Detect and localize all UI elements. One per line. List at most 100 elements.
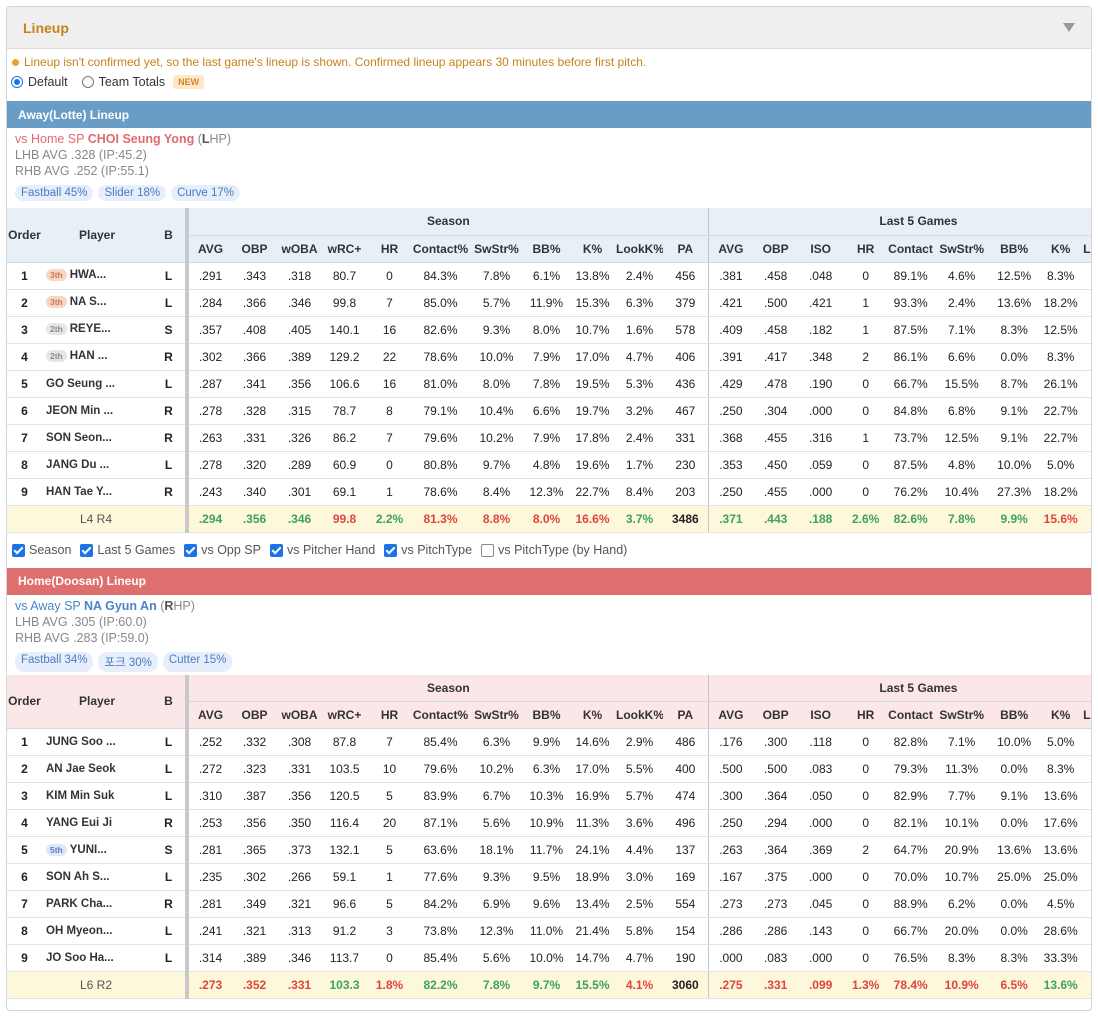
last5-col-header[interactable]: LookK% (1083, 235, 1091, 263)
filter-label[interactable]: vs Opp SP (201, 543, 261, 557)
last5-col-header[interactable]: K% (1038, 235, 1084, 263)
checkbox-vs-pitchtype[interactable] (384, 543, 398, 557)
player-cell[interactable]: 2th REYE... (42, 316, 152, 344)
season-col-header[interactable]: PA (663, 701, 709, 729)
radio-team-totals-label[interactable]: Team Totals (98, 75, 166, 89)
player-cell[interactable]: YANG Eui Ji (42, 809, 152, 837)
radio-team-totals[interactable] (81, 76, 94, 88)
player-cell[interactable]: AN Jae Seok (42, 755, 152, 783)
last5-col-header[interactable]: HR (843, 701, 889, 729)
filter-label[interactable]: vs PitchType (401, 543, 473, 557)
last5-col-header[interactable]: BB% (990, 235, 1039, 263)
season-col-header[interactable]: AVG (185, 701, 232, 729)
player-cell[interactable]: 5th YUNI... (42, 836, 152, 864)
filter-label[interactable]: Season (29, 543, 72, 557)
last5-col-header[interactable]: OBP (753, 701, 799, 729)
player-cell[interactable]: 3th NA S... (42, 289, 152, 317)
season-col-header[interactable]: HR (367, 701, 412, 729)
season-col-header[interactable]: wOBA (277, 235, 322, 263)
table-row[interactable]: 9 JO Soo Ha... L .314.389.346 113.7 0 85.4% 5.6… (7, 944, 1091, 972)
season-col-header[interactable]: PA (663, 235, 709, 263)
last5-col-header[interactable]: AVG (707, 235, 754, 263)
player-cell[interactable]: SON Ah S... (42, 863, 152, 891)
player-cell[interactable]: JANG Du ... (42, 451, 152, 479)
player-cell[interactable]: 3th HWA... (42, 262, 152, 290)
checkbox-vs-pitchtype-by-hand[interactable] (481, 543, 495, 557)
table-row[interactable]: 3 2th REYE... S .357.408.405 140.1 16 82.6% 9.3%… (7, 316, 1091, 344)
last5-col-header[interactable]: K% (1038, 701, 1084, 729)
table-row[interactable]: 5 GO Seung ... L .287.341.356 106.6 16 81.0% 8.… (7, 370, 1091, 398)
last5-col-header[interactable]: BB% (990, 701, 1039, 729)
player-cell[interactable]: GO Seung ... (42, 370, 152, 398)
player-cell[interactable]: PARK Cha... (42, 890, 152, 918)
player-cell[interactable]: JUNG Soo ... (42, 728, 152, 756)
season-col-header[interactable]: Contact% (412, 235, 469, 263)
table-row[interactable]: 9 HAN Tae Y... R .243.340.301 69.1 1 78.6% 8.4%… (7, 478, 1091, 506)
season-col-header[interactable]: HR (367, 235, 412, 263)
table-row[interactable]: 6 JEON Min ... R .278.328.315 78.7 8 79.1% 10.4… (7, 397, 1091, 425)
season-col-header[interactable]: wRC+ (322, 701, 367, 729)
collapse-triangle-icon[interactable] (1063, 23, 1075, 32)
season-col-header[interactable]: OBP (232, 235, 277, 263)
season-stat: .373 (277, 836, 322, 864)
season-col-header[interactable]: SwStr% (469, 701, 524, 729)
table-row[interactable]: 2 3th NA S... L .284.366.346 99.8 7 85.0% 5.7% 11… (7, 289, 1091, 317)
table-row[interactable]: 1 3th HWA... L .291.343.318 80.7 0 84.3% 7.8% 6.1… (7, 262, 1091, 290)
season-col-header[interactable]: Contact% (412, 701, 469, 729)
season-col-header[interactable]: BB% (524, 701, 569, 729)
last5-col-header[interactable]: SwStr% (933, 701, 991, 729)
season-col-header[interactable]: SwStr% (469, 235, 524, 263)
checkbox-season[interactable] (12, 543, 25, 557)
table-row[interactable]: 6 SON Ah S... L .235.302.266 59.1 1 77.6% 9.3% 9… (7, 863, 1091, 891)
last5-col-header[interactable]: LookK% (1083, 701, 1091, 729)
filter-label[interactable]: Last 5 Games (97, 543, 176, 557)
table-row[interactable]: 5 5th YUNI... S .281.365.373 132.1 5 63.6% 18.1%… (7, 836, 1091, 864)
table-row[interactable]: 8 OH Myeon... L .241.321.313 91.2 3 73.8% 12.3%… (7, 917, 1091, 945)
season-col-header[interactable]: K% (569, 235, 616, 263)
sp-name[interactable]: NA Gyun An (84, 598, 157, 613)
table-row[interactable]: 2 AN Jae Seok L .272.323.331 103.5 10 79.6% 10.… (7, 755, 1091, 783)
table-row[interactable]: 4 YANG Eui Ji R .253.356.350 116.4 20 87.1% 5.6… (7, 809, 1091, 837)
sp-name[interactable]: CHOI Seung Yong (87, 132, 195, 146)
season-col-header[interactable]: wOBA (277, 701, 322, 729)
checkbox-vs-pitcher-hand[interactable] (269, 543, 283, 557)
season-col-header[interactable]: LookK% (616, 235, 663, 263)
table-row[interactable]: 1 JUNG Soo ... L .252.332.308 87.8 7 85.4% 6.3%… (7, 728, 1091, 756)
season-col-header[interactable]: BB% (524, 235, 569, 263)
pitch-chip: Fastball 45% (15, 185, 94, 201)
season-col-header[interactable]: OBP (232, 701, 277, 729)
radio-default[interactable] (11, 76, 23, 88)
last5-col-header[interactable]: Contact% (888, 235, 934, 263)
last5-col-header[interactable]: HR (843, 235, 889, 263)
player-cell[interactable]: JEON Min ... (42, 397, 152, 425)
player-cell[interactable]: KIM Min Suk (42, 782, 152, 810)
table-row[interactable]: 4 2th HAN ... R .302.366.389 129.2 22 78.6% 10.0… (7, 343, 1091, 371)
table-row[interactable]: 8 JANG Du ... L .278.320.289 60.9 0 80.8% 9.7% 4… (7, 451, 1091, 479)
last5-col-header[interactable]: ISO (798, 235, 844, 263)
table-row[interactable]: 7 PARK Cha... R .281.349.321 96.6 5 84.2% 6.9% 9… (7, 890, 1091, 918)
player-cell[interactable]: 2th HAN ... (42, 343, 152, 371)
filter-label[interactable]: vs PitchType (by Hand) (498, 543, 628, 557)
last5-col-header[interactable]: ISO (798, 701, 844, 729)
total-last5-stat: 7.8% (933, 505, 991, 533)
table-row[interactable]: 3 KIM Min Suk L .310.387.356 120.5 5 83.9% 6.7%… (7, 782, 1091, 810)
season-col-header[interactable]: AVG (185, 235, 232, 263)
last5-col-header[interactable]: OBP (753, 235, 799, 263)
last5-stat: 84.8% (888, 397, 934, 425)
player-cell[interactable]: HAN Tae Y... (42, 478, 152, 506)
season-col-header[interactable]: wRC+ (322, 235, 367, 263)
player-cell[interactable]: JO Soo Ha... (42, 944, 152, 972)
checkbox-last5[interactable] (80, 543, 94, 557)
last5-col-header[interactable]: Contact% (888, 701, 934, 729)
panel-header[interactable]: Lineup (7, 7, 1091, 49)
table-row[interactable]: 7 SON Seon... R .263.331.326 86.2 7 79.6% 10.2%… (7, 424, 1091, 452)
filter-label[interactable]: vs Pitcher Hand (286, 543, 376, 557)
season-col-header[interactable]: LookK% (616, 701, 663, 729)
player-cell[interactable]: SON Seon... (42, 424, 152, 452)
player-cell[interactable]: OH Myeon... (42, 917, 152, 945)
last5-col-header[interactable]: AVG (707, 701, 754, 729)
checkbox-vs-opp-sp[interactable] (184, 543, 198, 557)
radio-default-label[interactable]: Default (28, 75, 68, 89)
season-col-header[interactable]: K% (569, 701, 616, 729)
last5-col-header[interactable]: SwStr% (933, 235, 991, 263)
